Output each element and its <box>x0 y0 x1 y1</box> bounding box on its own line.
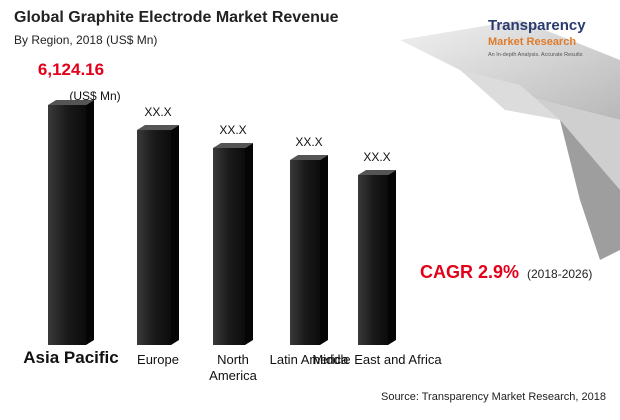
background-graphite <box>400 20 620 260</box>
category-label: Middle East and Africa <box>312 352 442 367</box>
value-label: 6,124.16 <box>38 60 104 79</box>
bar-front <box>137 130 171 345</box>
bar-side <box>245 142 253 345</box>
category-label: Europe <box>137 352 179 367</box>
bar-top <box>213 142 253 148</box>
bar-top <box>290 154 328 160</box>
cagr: CAGR 2.9% <box>420 262 519 282</box>
bar <box>290 154 328 345</box>
value-label: XX.X <box>219 123 246 137</box>
graphite-stick <box>400 20 620 120</box>
graphite-stick <box>460 70 560 120</box>
value-label: XX.X <box>144 105 171 119</box>
value-label: XX.X <box>363 150 390 164</box>
chart-subtitle: By Region, 2018 (US$ Mn) <box>14 33 157 47</box>
category-label: Asia Pacific <box>23 348 119 367</box>
chart-title: Global Graphite Electrode Market Revenue <box>14 9 339 26</box>
logo-name: Transparency <box>488 17 586 34</box>
bar-top <box>48 100 94 105</box>
bar-top <box>137 125 179 131</box>
bar-front <box>48 105 86 345</box>
logo-sub: Market Research <box>488 36 576 48</box>
category-label: Latin America <box>269 352 349 367</box>
bar-top <box>358 169 396 175</box>
bar-front <box>290 159 320 345</box>
bar-side <box>86 100 94 345</box>
graphite-stick <box>560 120 620 260</box>
bar-side <box>320 154 328 345</box>
bar <box>358 169 396 345</box>
value-label: XX.X <box>295 135 322 149</box>
category-label: North America <box>209 352 257 383</box>
bar-side <box>171 125 179 345</box>
bar-front <box>213 147 245 345</box>
bar <box>48 100 94 345</box>
bar <box>137 125 179 345</box>
bar-front <box>358 174 388 345</box>
unit-label: (US$ Mn) <box>69 89 120 103</box>
bar-side <box>388 169 396 345</box>
bar <box>213 142 253 345</box>
cagr-period: (2018-2026) <box>527 267 592 281</box>
source: Source: Transparency Market Research, 20… <box>381 391 606 403</box>
logo-tagline: An In-depth Analysis. Accurate Results <box>488 52 583 58</box>
